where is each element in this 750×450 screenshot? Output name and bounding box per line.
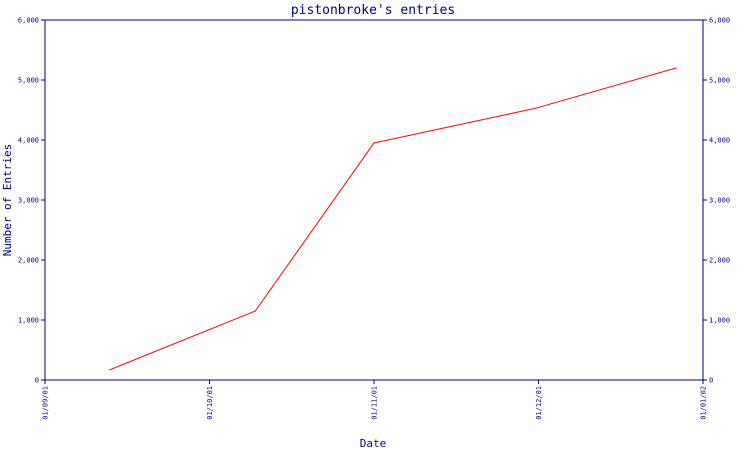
x-tick-label: 01/11/01	[371, 386, 379, 420]
y-axis-title: Number of Entries	[1, 144, 14, 257]
data-point	[675, 67, 677, 69]
x-tick-label: 01/09/01	[42, 386, 50, 420]
x-axis-title: Date	[360, 437, 387, 450]
y-tick-label-left: 4,000	[18, 137, 39, 145]
y-tick-label-left: 2,000	[18, 257, 39, 265]
y-tick-label-left: 1,000	[18, 317, 39, 325]
data-point	[109, 369, 111, 371]
series-layer	[109, 67, 677, 371]
x-tick-label: 01/10/01	[206, 386, 214, 420]
data-point	[373, 142, 375, 144]
x-tick-label: 01/01/02	[700, 386, 708, 420]
y-tick-label-right: 4,000	[709, 137, 730, 145]
plot-area-frame	[44, 19, 704, 381]
data-point	[254, 310, 256, 312]
y-axis-left: 0 1,000 2,000 3,000 4,000 5,000 6,000	[18, 17, 45, 385]
y-tick-label-left: 6,000	[18, 17, 39, 25]
y-tick-label-right: 1,000	[709, 317, 730, 325]
y-tick-label-left: 0	[35, 377, 39, 385]
series-line	[109, 67, 677, 371]
data-point	[535, 107, 537, 109]
x-tick-label: 01/12/01	[535, 386, 543, 420]
y-tick-label-left: 5,000	[18, 77, 39, 85]
y-tick-label-right: 3,000	[709, 197, 730, 205]
y-axis-right: 0 1,000 2,000 3,000 4,000 5,000 6,000	[703, 17, 730, 385]
y-tick-label-right: 0	[709, 377, 713, 385]
y-tick-label-right: 6,000	[709, 17, 730, 25]
y-tick-label-right: 2,000	[709, 257, 730, 265]
y-tick-label-left: 3,000	[18, 197, 39, 205]
y-tick-label-right: 5,000	[709, 77, 730, 85]
x-axis: 01/09/01 01/10/01 01/11/01 01/12/01 01/01/02	[42, 380, 708, 420]
chart-title: pistonbroke's entries	[291, 3, 455, 18]
